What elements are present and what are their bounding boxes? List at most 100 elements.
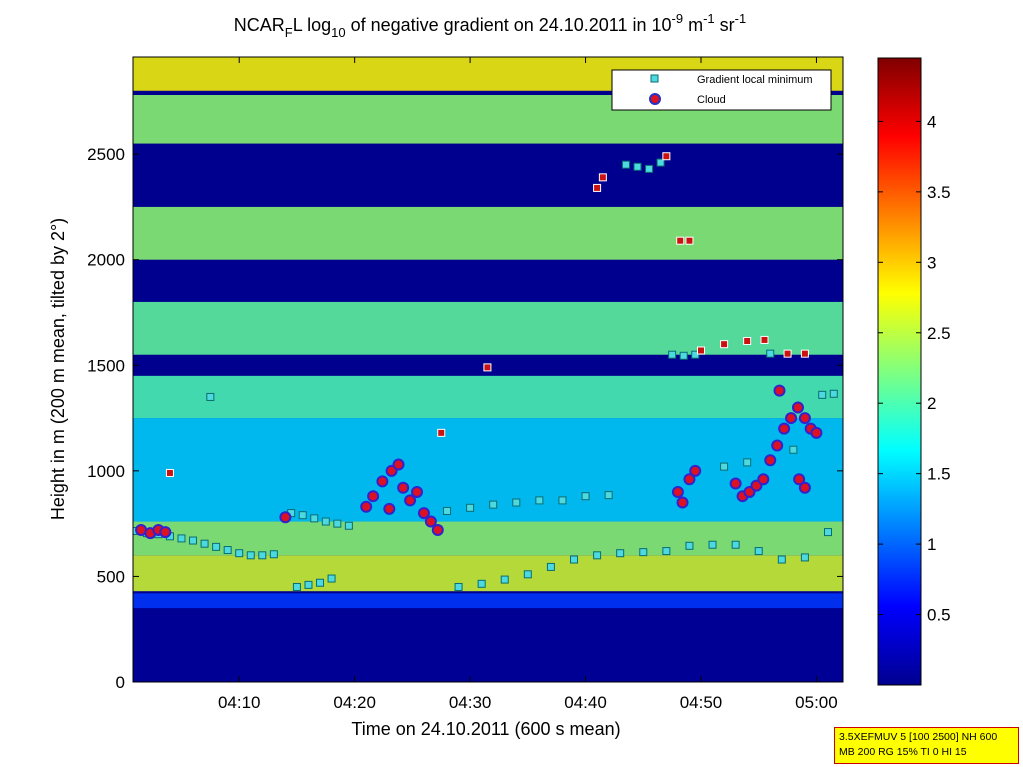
- gradient-minimum-point: [685, 541, 694, 550]
- x-tick-label: 04:10: [218, 693, 261, 712]
- cloud-point: [383, 502, 396, 515]
- gradient-minimum-point: [535, 496, 544, 505]
- x-axis-label: Time on 24.10.2011 (600 s mean): [351, 719, 620, 739]
- cloud-point: [798, 481, 811, 494]
- cloud-point: [729, 477, 742, 490]
- gradient-minimum-point: [212, 542, 221, 551]
- cloud-point: [360, 500, 373, 513]
- info-line-1: 3.5XEFMUV 5 [100 2500] NH 600: [839, 731, 998, 743]
- gradient-minimum-point: [344, 521, 353, 530]
- heatmap-band: [133, 301, 843, 355]
- colorbar-tick-label: 2: [927, 394, 936, 413]
- colorbar-tick-label: 3.5: [927, 183, 951, 202]
- gradient-minimum-point: [818, 390, 827, 399]
- cloud-point: [417, 507, 430, 520]
- gradient-minimum-point: [558, 496, 567, 505]
- cloud-point: [279, 511, 292, 524]
- colorbar-gradient: [877, 57, 922, 686]
- y-tick-label: 0: [116, 673, 125, 692]
- gradient-minimum-point: [708, 540, 717, 549]
- x-axis: 04:10 04:20 04:30 04:40 04:50 05:00: [218, 57, 838, 712]
- gradient-minimum-point: [235, 549, 244, 558]
- cloud-point: [764, 454, 777, 467]
- cloud-point: [683, 473, 696, 486]
- red-square-point: [697, 346, 705, 355]
- legend-label-cloud: Cloud: [697, 94, 726, 106]
- gradient-minimum-point: [766, 349, 775, 358]
- red-square-point: [437, 428, 446, 437]
- cloud-point: [367, 490, 380, 503]
- cloud-markers: [135, 384, 823, 540]
- gradient-minimum-point: [500, 575, 509, 584]
- x-tick-label: 05:00: [795, 693, 838, 712]
- cloud-point: [773, 384, 786, 397]
- y-tick-label: 2000: [87, 251, 125, 270]
- cloud-point: [778, 422, 791, 435]
- gradient-minimum-point: [593, 551, 602, 560]
- red-square-point: [720, 340, 729, 349]
- heatmap-layers: [133, 57, 843, 682]
- red-square-point: [783, 349, 792, 358]
- y-tick-label: 500: [97, 567, 125, 586]
- gradient-minimum-point: [454, 582, 463, 591]
- gradient-minimum-point: [189, 536, 198, 545]
- gradient-minimum-point: [656, 158, 665, 167]
- heatmap-band: [133, 555, 843, 592]
- colorbar-tick-label: 2.5: [927, 324, 951, 343]
- x-tick-label: 04:20: [333, 693, 376, 712]
- x-tick-label: 04:40: [564, 693, 607, 712]
- gradient-minimum-point: [621, 160, 630, 169]
- plot-area: [133, 57, 843, 682]
- chart-title: NCARFL log10 of negative gradient on 24.…: [234, 11, 746, 40]
- heatmap-band: [133, 418, 843, 522]
- legend: Gradient local minimum Cloud: [611, 69, 832, 111]
- cloud-point: [676, 496, 689, 509]
- red-square-point: [598, 173, 607, 182]
- heatmap-band: [133, 593, 843, 609]
- gradient-minimum-point: [645, 164, 654, 173]
- heatmap-band: [133, 608, 843, 682]
- x-tick-label: 04:50: [680, 693, 723, 712]
- cloud-point: [689, 464, 702, 477]
- cloud-point: [757, 473, 770, 486]
- gradient-minimum-point: [616, 549, 625, 558]
- gradient-minimum-point: [731, 540, 740, 549]
- gradient-minimum-point: [443, 506, 452, 515]
- colorbar-tick-label: 1.5: [927, 465, 951, 484]
- red-square-point: [165, 468, 174, 477]
- gradient-minimum-point: [466, 503, 475, 512]
- gradient-minimum-point: [633, 162, 642, 171]
- gradient-minimum-point: [292, 582, 301, 591]
- gradient-minimum-point: [327, 574, 336, 583]
- gradient-minimum-point: [310, 514, 319, 523]
- gradient-minimum-point: [679, 351, 688, 360]
- y-axis: 0 500 1000 1500 2000 2500: [87, 145, 843, 692]
- gradient-minimum-point: [604, 491, 613, 500]
- gradient-minimum-point: [639, 548, 648, 557]
- cloud-point: [159, 526, 172, 539]
- colorbar-ticks: 0.5 1 1.5 2 2.5 3 3.5 4: [878, 112, 951, 625]
- gradient-minimum-point: [668, 350, 677, 359]
- cloud-point: [771, 439, 784, 452]
- y-tick-label: 1000: [87, 462, 125, 481]
- colorbar-tick-label: 3: [927, 253, 936, 272]
- colorbar-tick-label: 1: [927, 535, 936, 554]
- gradient-minimum-point: [177, 534, 186, 543]
- legend-marker-cloud: [649, 93, 661, 105]
- cloud-point: [376, 475, 389, 488]
- cloud-point: [392, 458, 405, 471]
- gradient-minimum-point: [829, 389, 838, 398]
- gradient-minimum-point: [200, 539, 209, 548]
- cloud-point: [404, 494, 417, 507]
- gradient-minimum-point: [754, 547, 763, 556]
- cloud-point: [424, 515, 437, 528]
- red-square-point: [593, 183, 602, 192]
- heatmap-band: [133, 206, 843, 260]
- gradient-minimum-point: [570, 555, 579, 564]
- gradient-minimum-point: [258, 551, 267, 560]
- red-square-point: [800, 349, 809, 358]
- gradient-minimum-point: [316, 578, 325, 587]
- cloud-point: [431, 523, 444, 536]
- gradient-minimum-point: [546, 562, 555, 571]
